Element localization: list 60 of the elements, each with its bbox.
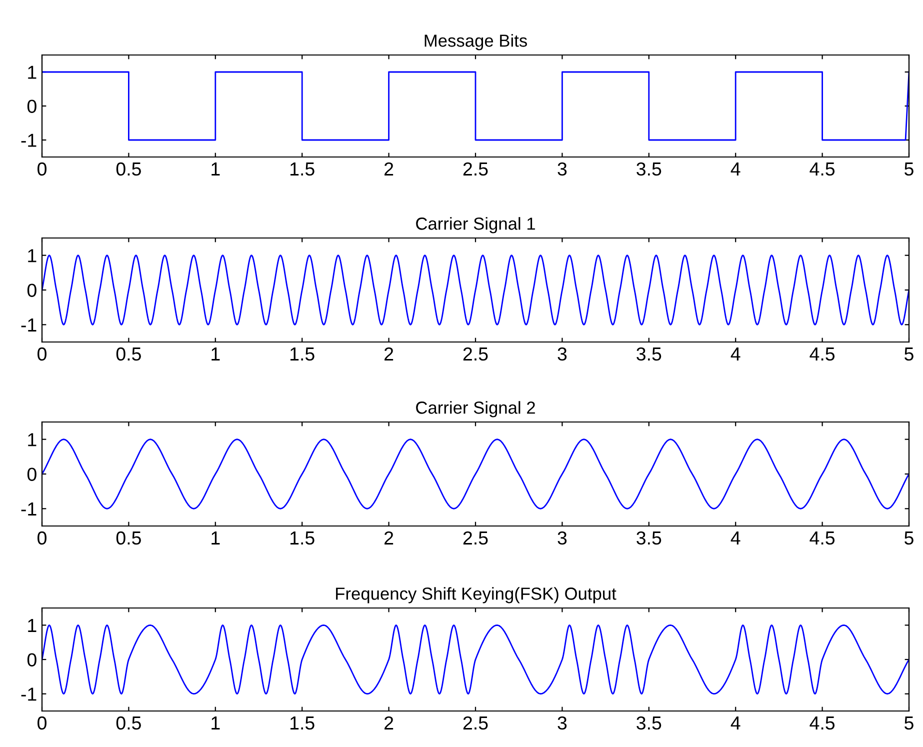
x-tick-label: 3.5 (636, 162, 662, 176)
x-tick-label: 3 (558, 716, 567, 730)
x-tick-label: 4 (730, 348, 740, 360)
x-tick-label: 4.5 (810, 162, 835, 176)
x-tick-label: 2.5 (463, 347, 488, 361)
x-tick-label: 0 (38, 531, 46, 545)
x-tick-label: 5 (904, 348, 914, 361)
y-tick-label: 0 (27, 653, 36, 666)
x-tick-label: 4 (730, 532, 740, 544)
x-tick-label: 4 (730, 162, 740, 176)
y-tick-label: -1 (21, 134, 36, 147)
chart-title: Message Bits (424, 34, 527, 50)
x-tick-label: 5 (904, 532, 914, 545)
x-tick-label: 3 (558, 347, 567, 361)
y-tick-label: -1 (21, 688, 36, 701)
x-tick-label: 1.5 (290, 348, 314, 361)
x-tick-label: 0.5 (116, 347, 141, 361)
x-tick-label: 0 (38, 162, 46, 176)
x-tick-label: 3.5 (636, 347, 662, 361)
y-tick-label: 1 (28, 619, 36, 632)
x-tick-label: 3.5 (636, 716, 662, 730)
y-tick-label: 1 (28, 249, 36, 262)
x-tick-label: 2 (384, 531, 394, 544)
x-tick-label: 2.5 (463, 531, 488, 545)
x-tick-label: 2 (384, 162, 394, 176)
y-tick-label: 1 (28, 433, 36, 446)
y-tick-label: 0 (27, 100, 36, 113)
x-tick-label: 3.5 (636, 531, 662, 545)
x-tick-label: 4 (730, 716, 740, 730)
x-tick-label: 1.5 (290, 532, 314, 545)
x-tick-label: 0 (38, 347, 46, 361)
x-tick-label: 2 (384, 716, 394, 730)
x-tick-label: 1.5 (290, 162, 314, 176)
chart-title: Frequency Shift Keying(FSK) Output (336, 587, 616, 604)
x-tick-label: 4.5 (810, 716, 835, 730)
x-tick-label: 5 (904, 162, 914, 176)
chart-title: Carrier Signal 2 (416, 401, 535, 418)
x-tick-label: 3 (558, 162, 567, 176)
x-tick-label: 0.5 (116, 162, 141, 176)
y-tick-label: -1 (21, 318, 36, 332)
x-tick-label: 0.5 (116, 716, 141, 730)
x-tick-label: 3 (558, 531, 567, 545)
x-tick-label: 1 (212, 162, 220, 176)
y-tick-label: -1 (21, 502, 36, 516)
x-tick-label: 2 (384, 347, 394, 360)
x-tick-label: 1 (212, 348, 220, 360)
x-tick-label: 2.5 (463, 716, 488, 730)
x-tick-label: 0.5 (116, 531, 141, 545)
x-tick-label: 0 (38, 716, 46, 730)
x-tick-label: 2.5 (463, 162, 488, 176)
y-tick-label: 0 (27, 284, 36, 297)
x-tick-label: 1 (212, 716, 220, 730)
chart-title: Carrier Signal 1 (416, 217, 535, 234)
x-tick-label: 4.5 (810, 348, 835, 361)
x-tick-label: 1 (212, 532, 220, 544)
y-tick-label: 1 (28, 66, 36, 79)
y-tick-label: 0 (27, 468, 36, 481)
x-tick-label: 4.5 (810, 532, 835, 545)
x-tick-label: 5 (904, 716, 914, 730)
x-tick-label: 1.5 (290, 716, 314, 730)
